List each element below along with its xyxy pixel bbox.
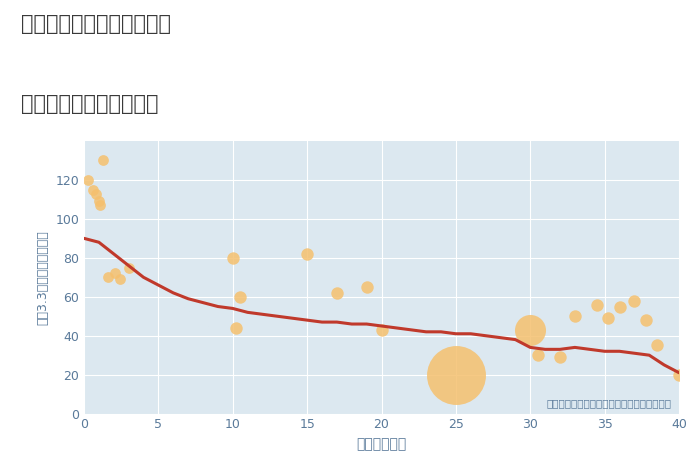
Point (234, 293, 246, 300)
Text: 円の大きさは、取引のあった物件面積を示す: 円の大きさは、取引のあった物件面積を示す (547, 398, 671, 408)
Y-axis label: 坪（3.3㎡）単価（万円）: 坪（3.3㎡）単価（万円） (36, 230, 50, 325)
Point (102, 274, 113, 281)
Point (640, 316, 652, 324)
Point (114, 275, 125, 283)
Point (331, 289, 342, 297)
Point (98, 157, 109, 164)
X-axis label: 築年数（年）: 築年数（年） (356, 437, 407, 451)
Point (569, 313, 580, 320)
Text: 築年数別中古戸建て価格: 築年数別中古戸建て価格 (21, 94, 158, 114)
Point (525, 326, 536, 334)
Point (302, 250, 313, 258)
Point (123, 264, 134, 271)
Point (88, 186, 99, 194)
Point (450, 371, 461, 378)
Point (554, 353, 566, 361)
Point (83, 176, 94, 184)
Point (614, 303, 625, 310)
Point (90, 190, 101, 197)
Point (629, 297, 640, 305)
Point (673, 371, 685, 378)
Point (230, 324, 241, 332)
Point (110, 270, 121, 277)
Point (361, 283, 372, 291)
Point (94, 202, 106, 209)
Point (592, 301, 603, 308)
Point (532, 352, 543, 359)
Text: 三重県桑名市長島町駒江の: 三重県桑名市長島町駒江の (21, 14, 171, 34)
Point (376, 326, 387, 334)
Point (227, 254, 238, 262)
Point (602, 314, 613, 322)
Point (651, 342, 662, 349)
Point (93, 197, 104, 205)
